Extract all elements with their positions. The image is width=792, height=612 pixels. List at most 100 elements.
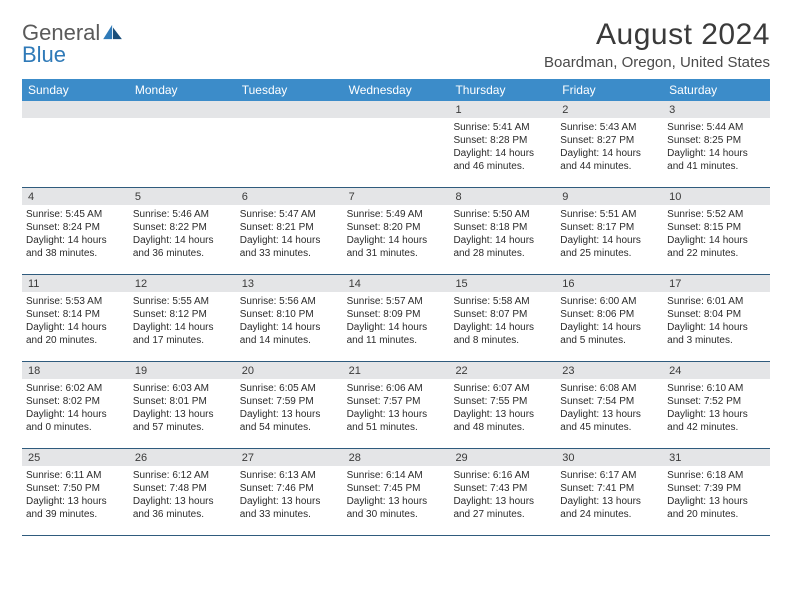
sunrise-text: Sunrise: 5:46 AM xyxy=(133,208,230,221)
sunset-text: Sunset: 8:12 PM xyxy=(133,308,230,321)
sunrise-text: Sunrise: 5:56 AM xyxy=(240,295,337,308)
daylight-text: Daylight: 13 hours and 24 minutes. xyxy=(560,495,657,521)
daylight-text: Daylight: 13 hours and 57 minutes. xyxy=(133,408,230,434)
brand-part1: General xyxy=(22,22,100,44)
daylight-text: Daylight: 14 hours and 31 minutes. xyxy=(347,234,444,260)
location-subtitle: Boardman, Oregon, United States xyxy=(544,54,770,71)
day-number: 27 xyxy=(236,449,343,466)
daylight-text: Daylight: 13 hours and 33 minutes. xyxy=(240,495,337,521)
daylight-text: Daylight: 13 hours and 45 minutes. xyxy=(560,408,657,434)
day-cell: 31Sunrise: 6:18 AMSunset: 7:39 PMDayligh… xyxy=(663,449,770,535)
daylight-text: Daylight: 14 hours and 28 minutes. xyxy=(453,234,550,260)
day-body: Sunrise: 6:08 AMSunset: 7:54 PMDaylight:… xyxy=(556,379,663,438)
sunrise-text: Sunrise: 5:50 AM xyxy=(453,208,550,221)
day-number xyxy=(343,101,450,118)
daylight-text: Daylight: 14 hours and 11 minutes. xyxy=(347,321,444,347)
sunset-text: Sunset: 8:10 PM xyxy=(240,308,337,321)
week-row: 25Sunrise: 6:11 AMSunset: 7:50 PMDayligh… xyxy=(22,449,770,536)
sunset-text: Sunset: 8:24 PM xyxy=(26,221,123,234)
day-number: 19 xyxy=(129,362,236,379)
day-number xyxy=(129,101,236,118)
sunrise-text: Sunrise: 5:41 AM xyxy=(453,121,550,134)
sunset-text: Sunset: 7:48 PM xyxy=(133,482,230,495)
day-number: 13 xyxy=(236,275,343,292)
daylight-text: Daylight: 14 hours and 3 minutes. xyxy=(667,321,764,347)
daylight-text: Daylight: 14 hours and 44 minutes. xyxy=(560,147,657,173)
day-body: Sunrise: 6:06 AMSunset: 7:57 PMDaylight:… xyxy=(343,379,450,438)
day-cell xyxy=(129,101,236,187)
sunrise-text: Sunrise: 6:03 AM xyxy=(133,382,230,395)
sunset-text: Sunset: 8:01 PM xyxy=(133,395,230,408)
day-body: Sunrise: 5:55 AMSunset: 8:12 PMDaylight:… xyxy=(129,292,236,351)
sunset-text: Sunset: 8:14 PM xyxy=(26,308,123,321)
day-cell: 24Sunrise: 6:10 AMSunset: 7:52 PMDayligh… xyxy=(663,362,770,448)
weekday-header-row: Sunday Monday Tuesday Wednesday Thursday… xyxy=(22,79,770,101)
sunrise-text: Sunrise: 5:47 AM xyxy=(240,208,337,221)
weekday-header: Tuesday xyxy=(236,83,343,97)
weekday-header: Friday xyxy=(556,83,663,97)
weekday-header: Sunday xyxy=(22,83,129,97)
sunset-text: Sunset: 7:41 PM xyxy=(560,482,657,495)
daylight-text: Daylight: 14 hours and 8 minutes. xyxy=(453,321,550,347)
sunset-text: Sunset: 7:59 PM xyxy=(240,395,337,408)
daylight-text: Daylight: 13 hours and 48 minutes. xyxy=(453,408,550,434)
day-body: Sunrise: 6:10 AMSunset: 7:52 PMDaylight:… xyxy=(663,379,770,438)
day-cell: 14Sunrise: 5:57 AMSunset: 8:09 PMDayligh… xyxy=(343,275,450,361)
sunset-text: Sunset: 8:28 PM xyxy=(453,134,550,147)
sunset-text: Sunset: 8:22 PM xyxy=(133,221,230,234)
daylight-text: Daylight: 14 hours and 14 minutes. xyxy=(240,321,337,347)
week-row: 4Sunrise: 5:45 AMSunset: 8:24 PMDaylight… xyxy=(22,188,770,275)
day-number: 26 xyxy=(129,449,236,466)
brand-sail-icon xyxy=(103,22,123,44)
daylight-text: Daylight: 14 hours and 22 minutes. xyxy=(667,234,764,260)
day-cell: 5Sunrise: 5:46 AMSunset: 8:22 PMDaylight… xyxy=(129,188,236,274)
brand-part2: Blue xyxy=(22,42,66,67)
day-body: Sunrise: 6:17 AMSunset: 7:41 PMDaylight:… xyxy=(556,466,663,525)
day-number: 5 xyxy=(129,188,236,205)
day-cell: 10Sunrise: 5:52 AMSunset: 8:15 PMDayligh… xyxy=(663,188,770,274)
day-cell: 25Sunrise: 6:11 AMSunset: 7:50 PMDayligh… xyxy=(22,449,129,535)
day-number: 22 xyxy=(449,362,556,379)
day-body: Sunrise: 5:50 AMSunset: 8:18 PMDaylight:… xyxy=(449,205,556,264)
sunrise-text: Sunrise: 5:52 AM xyxy=(667,208,764,221)
day-body: Sunrise: 6:18 AMSunset: 7:39 PMDaylight:… xyxy=(663,466,770,525)
daylight-text: Daylight: 13 hours and 20 minutes. xyxy=(667,495,764,521)
day-number: 29 xyxy=(449,449,556,466)
week-row: 18Sunrise: 6:02 AMSunset: 8:02 PMDayligh… xyxy=(22,362,770,449)
day-cell: 7Sunrise: 5:49 AMSunset: 8:20 PMDaylight… xyxy=(343,188,450,274)
sunrise-text: Sunrise: 5:49 AM xyxy=(347,208,444,221)
day-number: 28 xyxy=(343,449,450,466)
day-number: 1 xyxy=(449,101,556,118)
day-body: Sunrise: 6:13 AMSunset: 7:46 PMDaylight:… xyxy=(236,466,343,525)
day-body xyxy=(129,118,236,182)
page-header: GeneralBlue August 2024 Boardman, Oregon… xyxy=(22,18,770,71)
sunrise-text: Sunrise: 6:06 AM xyxy=(347,382,444,395)
sunrise-text: Sunrise: 5:51 AM xyxy=(560,208,657,221)
day-number: 4 xyxy=(22,188,129,205)
day-body: Sunrise: 6:11 AMSunset: 7:50 PMDaylight:… xyxy=(22,466,129,525)
day-cell: 8Sunrise: 5:50 AMSunset: 8:18 PMDaylight… xyxy=(449,188,556,274)
day-number: 6 xyxy=(236,188,343,205)
sunrise-text: Sunrise: 6:05 AM xyxy=(240,382,337,395)
sunrise-text: Sunrise: 6:14 AM xyxy=(347,469,444,482)
daylight-text: Daylight: 13 hours and 42 minutes. xyxy=(667,408,764,434)
day-body: Sunrise: 5:41 AMSunset: 8:28 PMDaylight:… xyxy=(449,118,556,177)
day-body: Sunrise: 6:14 AMSunset: 7:45 PMDaylight:… xyxy=(343,466,450,525)
sunset-text: Sunset: 8:09 PM xyxy=(347,308,444,321)
daylight-text: Daylight: 14 hours and 33 minutes. xyxy=(240,234,337,260)
sunset-text: Sunset: 7:45 PM xyxy=(347,482,444,495)
day-cell: 26Sunrise: 6:12 AMSunset: 7:48 PMDayligh… xyxy=(129,449,236,535)
day-number: 18 xyxy=(22,362,129,379)
day-body: Sunrise: 5:52 AMSunset: 8:15 PMDaylight:… xyxy=(663,205,770,264)
weekday-header: Saturday xyxy=(663,83,770,97)
calendar-page: GeneralBlue August 2024 Boardman, Oregon… xyxy=(0,0,792,546)
sunrise-text: Sunrise: 6:16 AM xyxy=(453,469,550,482)
sunset-text: Sunset: 7:50 PM xyxy=(26,482,123,495)
daylight-text: Daylight: 13 hours and 27 minutes. xyxy=(453,495,550,521)
day-body: Sunrise: 5:46 AMSunset: 8:22 PMDaylight:… xyxy=(129,205,236,264)
day-cell xyxy=(343,101,450,187)
day-body xyxy=(22,118,129,182)
day-body: Sunrise: 6:00 AMSunset: 8:06 PMDaylight:… xyxy=(556,292,663,351)
day-number: 23 xyxy=(556,362,663,379)
daylight-text: Daylight: 13 hours and 30 minutes. xyxy=(347,495,444,521)
